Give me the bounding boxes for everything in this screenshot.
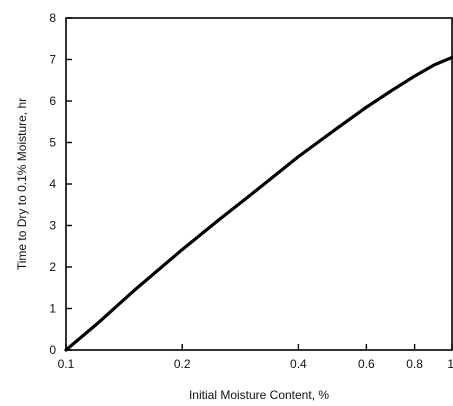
- y-tick-label: 2: [49, 260, 56, 274]
- x-axis-label: Initial Moisture Content, %: [189, 388, 329, 402]
- y-axis-label: Time to Dry to 0.1% Moisture, hr: [15, 98, 29, 270]
- x-tick-label: 0.2: [174, 357, 191, 371]
- y-tick-label: 8: [49, 11, 56, 25]
- x-tick-label: 0.6: [358, 357, 375, 371]
- x-tick-label: 0.1: [58, 357, 75, 371]
- x-tick-label: 0.4: [290, 357, 307, 371]
- y-tick-label: 7: [49, 53, 56, 67]
- y-tick-label: 3: [49, 219, 56, 233]
- line-layer: [64, 55, 453, 352]
- series-line-0: [64, 55, 453, 352]
- y-tick-label: 0: [49, 343, 56, 357]
- y-tick-label: 6: [49, 94, 56, 108]
- y-tick-label: 5: [49, 136, 56, 150]
- ticks-layer: 0 1 2 3 4 5 6 7 8 0.1 0.2 0.4 0.6 0.8 1: [49, 11, 453, 371]
- y-tick-label: 1: [49, 302, 56, 316]
- y-tick-label: 4: [49, 177, 56, 191]
- x-tick-label: 1: [447, 357, 453, 371]
- x-tick-label: 0.8: [406, 357, 423, 371]
